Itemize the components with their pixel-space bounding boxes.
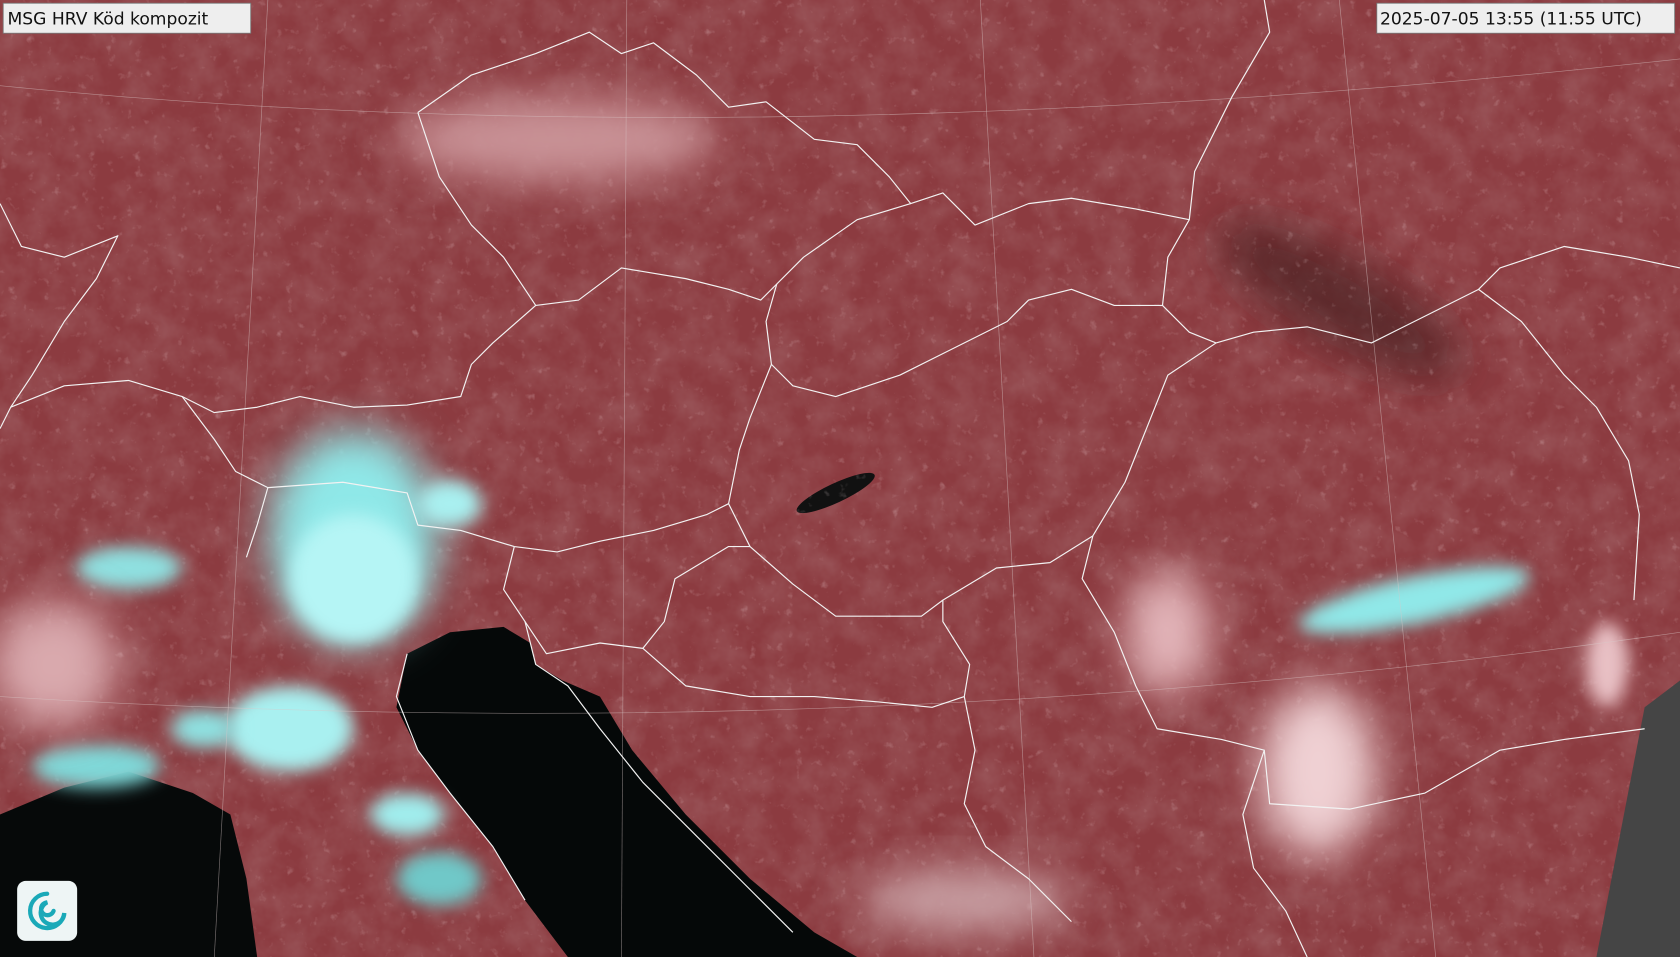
timestamp-label: 2025-07-05 13:55 (11:55 UTC) (1376, 2, 1676, 34)
logo (17, 880, 78, 941)
title-label: MSG HRV Köd kompozit (2, 2, 252, 34)
title: MSG HRV Köd kompozit (8, 9, 209, 29)
timestamp: 2025-07-05 13:55 (11:55 UTC) (1380, 9, 1642, 29)
clouds (0, 96, 1629, 933)
no-data-area (1596, 680, 1680, 957)
